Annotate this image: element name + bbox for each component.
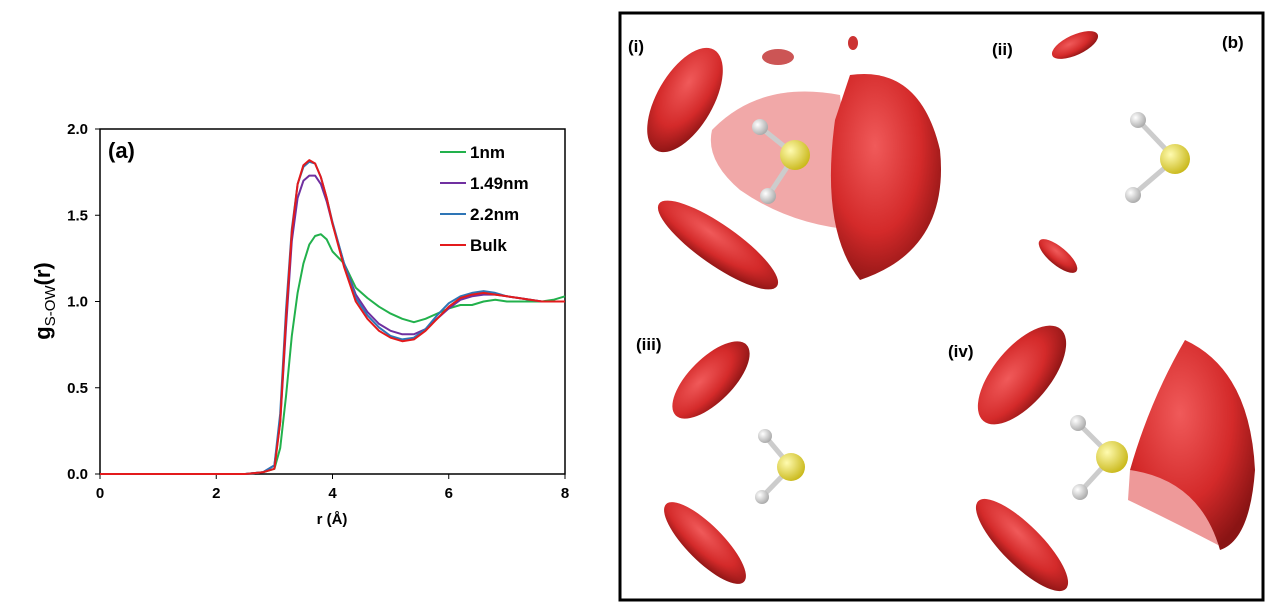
density-lobe	[1038, 239, 1078, 273]
panel-b: (b) (i) (ii) (iii) (iv)	[618, 11, 1265, 602]
legend-label: 1nm	[470, 143, 505, 162]
x-tick-label: 0	[96, 485, 104, 502]
density-lobe	[647, 47, 723, 153]
legend-label: Bulk	[470, 236, 507, 255]
density-lobe	[1130, 340, 1255, 550]
density-lobe	[762, 49, 794, 65]
subpanel-label: (iii)	[636, 335, 662, 354]
y-label-suffix: (r)	[30, 262, 55, 285]
panel-label: (b)	[1222, 33, 1244, 52]
x-tick-label: 2	[212, 485, 220, 502]
subpanel-label: (i)	[628, 37, 644, 56]
density-lobe	[975, 498, 1069, 592]
y-axis-label: gS-OW(r)	[30, 262, 59, 340]
chart-a: (a) r (Å) gS-OW(r) 0 2 4 6 8 0.0 0.5 1.0 1.5 2.0 1…	[30, 121, 569, 528]
molecule	[1070, 415, 1128, 500]
subpanel-label: (ii)	[992, 40, 1013, 59]
density-lobe	[1051, 31, 1099, 59]
subpanel-label: (iv)	[948, 342, 974, 361]
molecule	[755, 429, 805, 504]
density-lobe	[977, 325, 1067, 425]
density-lobe	[1128, 470, 1230, 545]
legend-label: 1.49nm	[470, 174, 529, 193]
y-tick-label: 1.0	[67, 294, 88, 311]
x-tick-label: 6	[445, 485, 453, 502]
density-lobe	[848, 36, 858, 50]
molecule	[1125, 112, 1190, 203]
data-line	[100, 159, 565, 475]
y-label-subscript: S-OW	[42, 285, 59, 327]
density-lobe	[657, 200, 779, 290]
y-tick-label: 2.0	[67, 121, 88, 138]
panel-label: (a)	[108, 138, 135, 163]
density-lobe	[672, 341, 750, 419]
x-axis-label: r (Å)	[317, 511, 348, 528]
y-label-main: g	[30, 326, 55, 339]
x-tick-label: 4	[328, 485, 337, 502]
x-tick-label: 8	[561, 485, 569, 502]
y-tick-label: 0.5	[67, 380, 88, 397]
data-line	[100, 233, 566, 475]
y-tick-label: 0.0	[67, 466, 88, 483]
density-lobe	[830, 73, 941, 281]
legend-label: 2.2nm	[470, 205, 519, 224]
density-lobe	[664, 502, 746, 584]
molecule	[752, 119, 810, 204]
y-tick-label: 1.5	[67, 207, 88, 224]
